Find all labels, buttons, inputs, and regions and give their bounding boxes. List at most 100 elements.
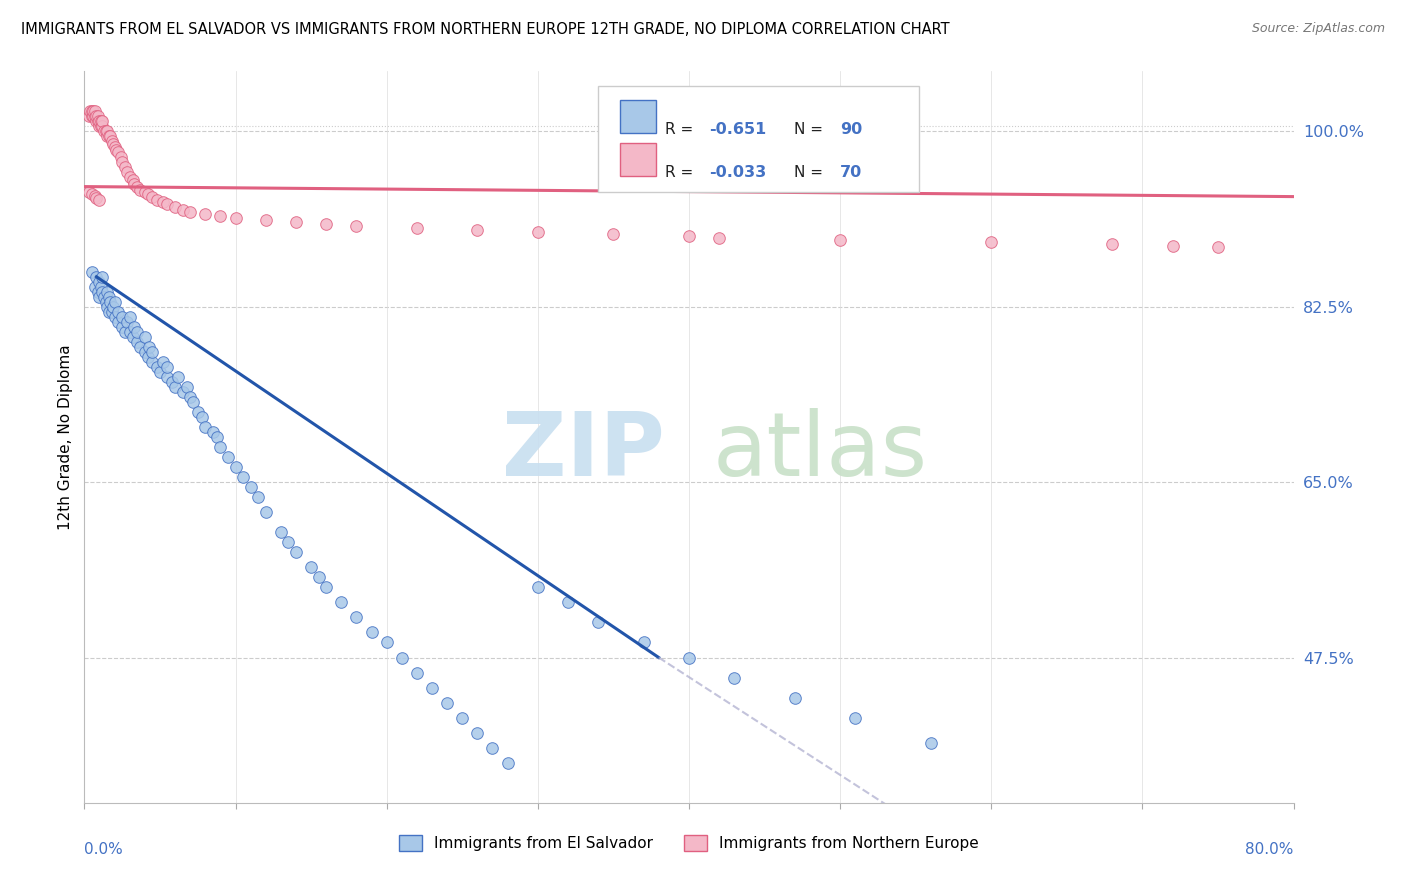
Point [89, 120, 111, 134]
Point [678, 228, 700, 243]
Point [87, 114, 110, 128]
Point [160, 375, 183, 389]
Point [783, 690, 806, 705]
Point [96, 300, 118, 314]
Point [723, 671, 745, 685]
Point [315, 217, 337, 231]
Point [146, 193, 169, 207]
Point [980, 235, 1002, 249]
Point [118, 169, 141, 184]
Point [77, 110, 100, 124]
Point [104, 294, 127, 309]
Point [141, 189, 163, 203]
Point [84, 110, 107, 124]
Point [87, 285, 110, 299]
Point [254, 212, 277, 227]
Point [467, 725, 489, 739]
Point [179, 390, 201, 404]
Point [100, 135, 122, 149]
Point [98, 129, 121, 144]
Point [101, 136, 124, 151]
Text: N =: N = [794, 122, 828, 137]
Point [451, 711, 474, 725]
Point [406, 665, 429, 680]
Text: 90: 90 [841, 122, 862, 137]
Point [254, 505, 277, 519]
Point [127, 179, 149, 194]
Point [194, 420, 217, 434]
Point [114, 160, 136, 174]
Text: atlas: atlas [713, 409, 928, 495]
Point [129, 340, 152, 354]
Point [90, 120, 112, 134]
Point [194, 207, 217, 221]
Point [97, 305, 120, 319]
Point [86, 269, 108, 284]
Point [84, 104, 107, 119]
Point [191, 410, 214, 425]
Point [588, 615, 610, 630]
Point [90, 280, 112, 294]
Point [165, 200, 187, 214]
Point [633, 635, 655, 649]
Point [111, 310, 134, 324]
Point [187, 405, 209, 419]
Point [84, 280, 107, 294]
Point [127, 325, 149, 339]
Point [436, 696, 458, 710]
Point [360, 625, 382, 640]
Point [149, 365, 172, 379]
Point [129, 183, 152, 197]
Point [172, 202, 194, 217]
Point [176, 380, 198, 394]
Point [146, 359, 169, 374]
Point [89, 275, 111, 289]
Point [156, 359, 179, 374]
Point [107, 315, 129, 329]
Point [308, 570, 330, 584]
Point [91, 269, 114, 284]
Point [557, 595, 579, 609]
Point [830, 233, 852, 247]
Point [86, 114, 108, 128]
FancyBboxPatch shape [620, 143, 657, 176]
Point [91, 114, 114, 128]
Point [107, 305, 129, 319]
Point [101, 300, 124, 314]
Point [110, 149, 132, 163]
Point [1161, 238, 1184, 252]
Text: 80.0%: 80.0% [1246, 842, 1294, 856]
Text: R =: R = [665, 122, 697, 137]
Point [602, 227, 624, 241]
Point [209, 440, 232, 454]
Point [391, 650, 413, 665]
Point [678, 650, 700, 665]
Point [122, 319, 145, 334]
Point [299, 560, 322, 574]
Point [172, 384, 194, 399]
Point [80, 110, 103, 124]
Point [94, 294, 117, 309]
Point [481, 740, 503, 755]
Point [138, 340, 160, 354]
Text: Source: ZipAtlas.com: Source: ZipAtlas.com [1251, 22, 1385, 36]
Point [84, 188, 107, 202]
Point [97, 290, 120, 304]
Point [111, 154, 134, 169]
Point [270, 525, 292, 540]
Point [217, 450, 239, 464]
Point [91, 120, 114, 134]
FancyBboxPatch shape [620, 100, 657, 133]
Point [82, 110, 104, 124]
Point [91, 285, 114, 299]
Point [920, 736, 942, 750]
FancyBboxPatch shape [599, 86, 918, 192]
Point [82, 104, 104, 119]
Text: N =: N = [794, 165, 828, 180]
Point [89, 193, 111, 207]
Point [1206, 240, 1229, 254]
Point [152, 194, 174, 209]
Point [115, 164, 138, 178]
Point [121, 172, 143, 186]
Point [201, 425, 224, 439]
